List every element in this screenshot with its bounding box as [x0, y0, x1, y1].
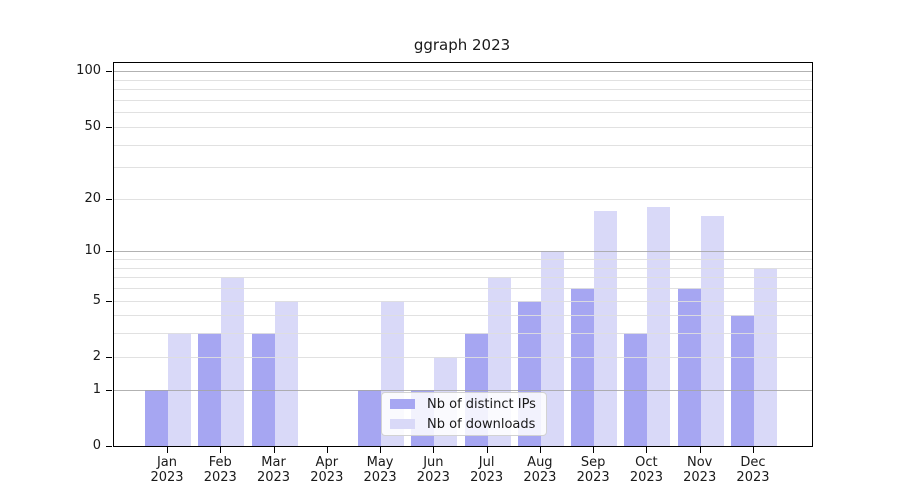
y-axis-tick-10 [106, 251, 112, 253]
x-axis-tick-dec [752, 447, 754, 453]
bar-distinct-ips-sep [571, 288, 595, 446]
legend-swatch-downloads [390, 419, 415, 429]
bar-downloads-oct [647, 207, 671, 446]
gridline-y-10 [114, 251, 812, 253]
y-axis-label-10: 10 [84, 243, 101, 259]
legend-swatch-distinct-ips [390, 399, 415, 409]
legend-item: Nb of distinct IPs [382, 396, 546, 413]
gridline-y-80 [114, 89, 812, 91]
bar-downloads-feb [221, 277, 245, 446]
x-axis-label-oct: Oct 2023 [629, 455, 663, 485]
x-axis-label-nov: Nov 2023 [683, 455, 717, 485]
bar-distinct-ips-jan [145, 389, 168, 446]
gridline-y-8 [114, 267, 812, 269]
bar-distinct-ips-may [358, 389, 382, 446]
x-axis-tick-apr [326, 447, 328, 453]
gridline-y-4 [114, 315, 812, 317]
x-axis-label-dec: Dec 2023 [736, 455, 770, 485]
x-axis-tick-oct [646, 447, 648, 453]
y-axis-tick-1 [106, 389, 112, 391]
legend-label: Nb of distinct IPs [427, 396, 536, 412]
x-axis-label-mar: Mar 2023 [256, 455, 291, 485]
x-axis-label-aug: Aug 2023 [523, 455, 557, 485]
x-axis-label-may: May 2023 [363, 455, 397, 485]
bar-distinct-ips-dec [730, 315, 754, 446]
x-axis-tick-aug [539, 447, 541, 453]
bar-downloads-nov [700, 216, 724, 446]
plot-area: Nb of distinct IPs Nb of downloads [113, 62, 813, 447]
legend-label: Nb of downloads [427, 416, 536, 432]
chart-title: ggraph 2023 [413, 36, 511, 54]
x-axis-tick-mar [273, 447, 275, 453]
x-axis-label-jan: Jan 2023 [150, 455, 184, 485]
x-axis-tick-jul [486, 447, 488, 453]
gridline-y-7 [114, 277, 812, 279]
bar-downloads-mar [274, 300, 298, 446]
legend-item: Nb of downloads [382, 416, 546, 433]
gridline-y-1 [114, 389, 812, 391]
x-axis-label-jul: Jul 2023 [470, 455, 504, 485]
x-axis-tick-may [380, 447, 382, 453]
y-axis-tick-2 [106, 356, 112, 358]
x-axis-tick-jan [167, 447, 168, 453]
x-axis-tick-sep [593, 447, 595, 453]
x-axis-tick-jun [433, 447, 435, 453]
y-axis-label-1: 1 [92, 381, 101, 397]
y-axis-label-0: 0 [92, 438, 101, 453]
y-axis-tick-100 [106, 71, 112, 73]
x-axis-tick-feb [220, 447, 222, 453]
y-axis-tick-0 [106, 446, 112, 447]
gridline-y-100 [114, 71, 812, 73]
gridline-y-6 [114, 288, 812, 290]
gridline-y-20 [114, 198, 812, 200]
x-axis-label-jun: Jun 2023 [416, 455, 450, 485]
x-axis-label-sep: Sep 2023 [576, 455, 610, 485]
gridline-y-40 [114, 144, 812, 146]
gridline-y-2 [114, 356, 812, 358]
y-axis-tick-5 [106, 300, 112, 302]
y-axis-label-20: 20 [84, 190, 101, 206]
y-axis-label-50: 50 [84, 118, 101, 134]
gridline-y-9 [114, 259, 812, 261]
y-axis-tick-20 [106, 198, 112, 200]
gridline-y-50 [114, 126, 812, 128]
gridline-y-30 [114, 167, 812, 169]
bar-distinct-ips-nov [677, 288, 701, 446]
y-axis-label-100: 100 [76, 63, 101, 79]
gridline-y-90 [114, 79, 812, 81]
gridline-y-70 [114, 99, 812, 101]
y-axis-tick-50 [106, 126, 112, 128]
gridline-y-5 [114, 300, 812, 302]
x-axis-label-feb: Feb 2023 [203, 455, 237, 485]
y-axis-label-2: 2 [92, 348, 101, 364]
x-axis-label-apr: Apr 2023 [310, 455, 344, 485]
bar-downloads-sep [594, 211, 618, 446]
y-axis-label-5: 5 [92, 292, 101, 308]
x-axis-tick-nov [699, 447, 701, 453]
legend: Nb of distinct IPs Nb of downloads [381, 392, 547, 436]
gridline-y-3 [114, 333, 812, 335]
gridline-y-60 [114, 112, 812, 114]
